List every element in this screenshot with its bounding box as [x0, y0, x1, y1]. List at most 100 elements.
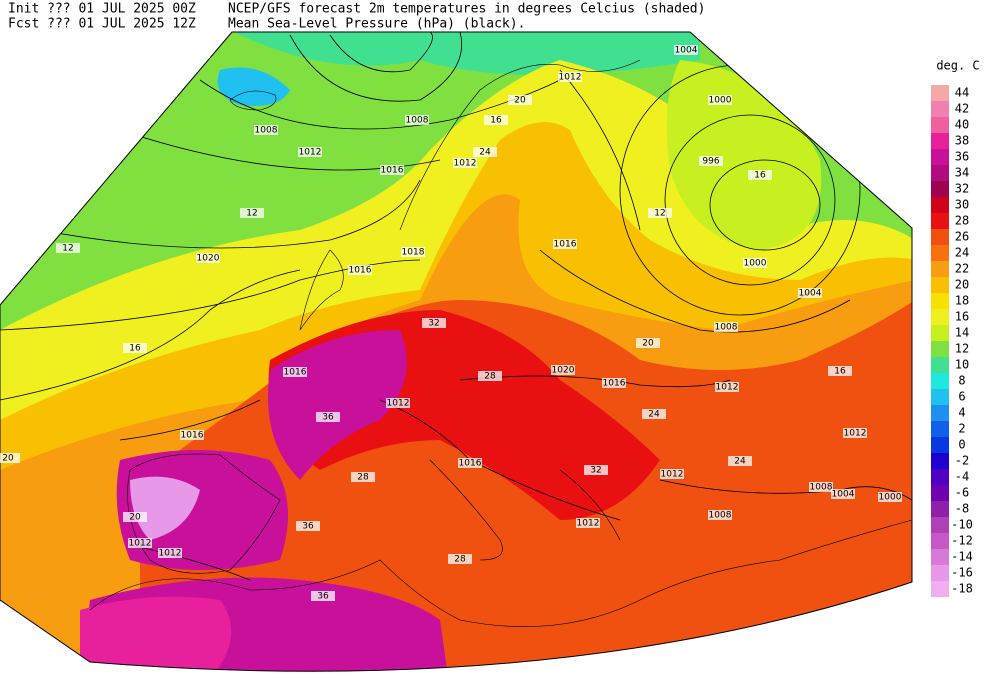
colorbar-tick-label: 34: [955, 166, 969, 180]
map-label: 1000: [744, 259, 767, 269]
map-label: 20: [2, 454, 14, 464]
label-box: [708, 95, 732, 105]
label-box: [311, 591, 335, 601]
label-box: [809, 482, 833, 492]
colorbar-swatch: [931, 277, 949, 293]
map-label: 16: [490, 116, 502, 126]
colorbar-swatch: [931, 197, 949, 213]
colorbar-swatch: [931, 293, 949, 309]
map-label: 1008: [255, 126, 278, 136]
coastlines: [89, 59, 912, 627]
colorbar-swatch: [931, 245, 949, 261]
label-box: [558, 72, 582, 82]
map-label: 1012: [129, 539, 152, 549]
map-label: 16: [129, 344, 141, 354]
map-label: 1008: [810, 483, 833, 493]
map-label: 1008: [709, 511, 732, 521]
colorbar-swatch: [931, 325, 949, 341]
colorbar-swatch: [931, 389, 949, 405]
map-label: 1004: [799, 289, 822, 299]
label-box: [478, 371, 502, 381]
colorbar-swatch: [931, 501, 949, 517]
map-label: 1008: [715, 323, 738, 333]
map-label: 1016: [603, 379, 626, 389]
label-box: [422, 318, 446, 328]
label-box: [56, 243, 80, 253]
map-label: 28: [357, 473, 369, 483]
init-time: Init ??? 01 JUL 2025 00Z: [8, 2, 196, 17]
label-box: [240, 208, 264, 218]
colorbar-tick-label: 24: [955, 246, 969, 260]
field-extreme-sahara: [80, 596, 232, 672]
colorbar-tick-label: -12: [951, 534, 973, 548]
label-box: [158, 548, 182, 558]
map-label: 1012: [577, 519, 600, 529]
map-label: 1020: [197, 254, 220, 264]
colorbar-tick-label: 14: [955, 326, 969, 340]
map-label: 12: [654, 209, 665, 219]
label-box: [748, 170, 772, 180]
label-box: [484, 115, 508, 125]
label-box: [196, 253, 220, 263]
map-label: 1016: [459, 459, 482, 469]
colorbar-tick-label: -2: [955, 454, 969, 468]
colorbar-swatch: [931, 565, 949, 581]
label-box: [602, 378, 626, 388]
forecast-time: Fcst ??? 01 JUL 2025 12Z: [8, 17, 196, 32]
label-box: [843, 428, 867, 438]
colorbar-swatch: [931, 453, 949, 469]
colorbar-swatch: [931, 405, 949, 421]
map-label: 1012: [716, 383, 739, 393]
colorbar-tick-label: 22: [955, 262, 969, 276]
colorbar-tick-label: -10: [951, 518, 973, 532]
colorbar-swatch: [931, 149, 949, 165]
map-label: 28: [454, 555, 466, 565]
map-label: 1012: [159, 549, 182, 559]
colorbar-title: deg. C: [936, 59, 979, 73]
map-label: 32: [428, 319, 439, 329]
map-label: 20: [514, 96, 526, 106]
map-label: 1004: [832, 490, 855, 500]
map-label: 1012: [661, 470, 684, 480]
label-box: [453, 158, 477, 168]
label-box: [386, 398, 410, 408]
colorbar-tick-label: 4: [958, 406, 965, 420]
colorbar-tick-label: 32: [955, 182, 969, 196]
map-label: 20: [129, 513, 141, 523]
map-label: 996: [702, 157, 719, 167]
label-box: [123, 512, 147, 522]
map-label: 1012: [299, 148, 322, 158]
map-label: 1000: [879, 493, 902, 503]
label-box: [642, 409, 666, 419]
label-box: [348, 265, 372, 275]
label-box: [351, 472, 375, 482]
label-box: [831, 489, 855, 499]
map-label: 12: [246, 209, 257, 219]
label-box: [128, 538, 152, 548]
colorbar-swatch: [931, 261, 949, 277]
label-box: [714, 322, 738, 332]
field-cool: [230, 32, 700, 75]
colorbar-tick-label: 42: [955, 102, 969, 116]
temperature-field: [0, 32, 912, 672]
map-label: 28: [484, 372, 496, 382]
colorbar-tick-label: 10: [955, 358, 969, 372]
map-label: 36: [317, 592, 329, 602]
map-label: 1012: [559, 73, 582, 83]
map-title: NCEP/GFS forecast 2m temperatures in deg…: [228, 2, 705, 17]
field-extreme-core: [130, 476, 200, 540]
colorbar-swatch: [931, 357, 949, 373]
colorbar-swatch: [931, 469, 949, 485]
label-box: [728, 456, 752, 466]
map-label: 1012: [454, 159, 477, 169]
label-box: [699, 156, 723, 166]
label-box: [316, 412, 340, 422]
label-box: [283, 367, 307, 377]
label-box: [296, 521, 320, 531]
map-label: 36: [322, 413, 334, 423]
label-box: [298, 147, 322, 157]
map-labels: 1004 1012 1000 1008 1008 1012 1016 1012 996 1016 1…: [0, 45, 902, 602]
colorbar-tick-label: 38: [955, 134, 969, 148]
map-label: 32: [590, 466, 601, 476]
